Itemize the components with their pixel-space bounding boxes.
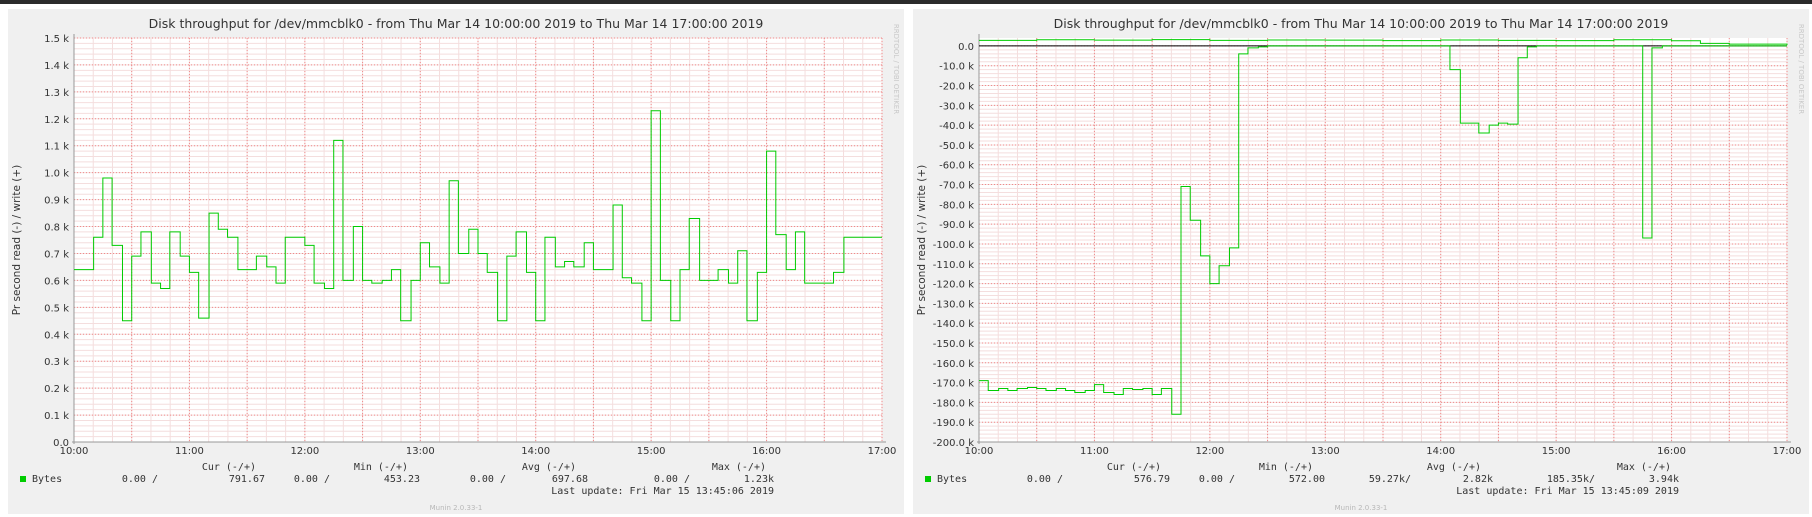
legend-value-write: 3.94k bbox=[1649, 474, 1679, 485]
x-tick-label: 14:00 bbox=[521, 446, 550, 457]
y-tick-label: 1.3 k bbox=[44, 88, 69, 99]
chart-panel-right: Disk throughput for /dev/mmcblk0 - from … bbox=[913, 9, 1809, 514]
legend-value-read: 0.00 / bbox=[1199, 474, 1235, 485]
legend-value-write: 572.00 bbox=[1289, 474, 1325, 485]
x-tick-label: 17:00 bbox=[868, 446, 897, 457]
legend-value-write: 2.82k bbox=[1463, 474, 1493, 485]
legend-value-write: 1.23k bbox=[744, 474, 774, 485]
x-tick-label: 15:00 bbox=[1542, 446, 1571, 457]
legend-header: Cur (-/+) bbox=[1107, 462, 1161, 473]
y-tick-label: 0.7 k bbox=[44, 249, 69, 260]
y-tick-label: 0.2 k bbox=[44, 384, 69, 395]
x-tick-label: 10:00 bbox=[60, 446, 89, 457]
y-tick-label: 0.4 k bbox=[44, 330, 69, 341]
y-tick-label: -100.0 k bbox=[933, 240, 974, 251]
y-tick-label: -10.0 k bbox=[939, 62, 974, 73]
chart-left: Disk throughput for /dev/mmcblk0 - from … bbox=[11, 16, 900, 512]
y-tick-label: 1.1 k bbox=[44, 142, 69, 153]
legend-header: Cur (-/+) bbox=[202, 462, 256, 473]
rrdtool-watermark: RRDTOOL / TOBI OETIKER bbox=[1797, 24, 1805, 114]
x-tick-label: 14:00 bbox=[1426, 446, 1455, 457]
y-tick-label: -110.0 k bbox=[933, 260, 974, 271]
legend-header: Min (-/+) bbox=[1259, 462, 1313, 473]
y-tick-label: -170.0 k bbox=[933, 379, 974, 390]
y-tick-label: -20.0 k bbox=[939, 82, 974, 93]
legend-value-write: 576.79 bbox=[1134, 474, 1170, 485]
y-tick-label: 0.8 k bbox=[44, 223, 69, 234]
x-tick-label: 17:00 bbox=[1773, 446, 1802, 457]
legend-swatch bbox=[925, 476, 931, 482]
y-tick-label: 0.9 k bbox=[44, 196, 69, 207]
y-tick-label: 0.0 bbox=[958, 42, 974, 53]
x-tick-label: 12:00 bbox=[290, 446, 319, 457]
legend-value-read: 59.27k/ bbox=[1369, 474, 1411, 485]
y-tick-label: -140.0 k bbox=[933, 319, 974, 330]
last-update: Last update: Fri Mar 15 13:45:09 2019 bbox=[1456, 486, 1679, 497]
legend-header: Avg (-/+) bbox=[1427, 462, 1481, 473]
rrdtool-watermark: RRDTOOL / TOBI OETIKER bbox=[892, 24, 900, 114]
y-tick-label: -90.0 k bbox=[939, 220, 974, 231]
x-tick-label: 13:00 bbox=[1311, 446, 1340, 457]
legend-header: Min (-/+) bbox=[354, 462, 408, 473]
y-tick-label: -50.0 k bbox=[939, 141, 974, 152]
series-line-bytes bbox=[74, 110, 882, 322]
legend-value-read: 0.00 / bbox=[294, 474, 330, 485]
legend-swatch bbox=[20, 476, 26, 482]
y-tick-label: 0.1 k bbox=[44, 411, 69, 422]
legend-header: Avg (-/+) bbox=[522, 462, 576, 473]
x-tick-label: 13:00 bbox=[406, 446, 435, 457]
legend-value-write: 453.23 bbox=[384, 474, 420, 485]
y-tick-label: 0.0 bbox=[53, 438, 69, 449]
x-tick-label: 11:00 bbox=[1080, 446, 1109, 457]
legend-value-read: 185.35k/ bbox=[1547, 474, 1595, 485]
y-tick-label: 1.0 k bbox=[44, 169, 69, 180]
y-tick-label: 1.2 k bbox=[44, 115, 69, 126]
y-tick-label: 1.4 k bbox=[44, 61, 69, 72]
legend-header: Max (-/+) bbox=[1617, 462, 1671, 473]
y-tick-label: 1.5 k bbox=[44, 34, 69, 45]
y-tick-label: -80.0 k bbox=[939, 200, 974, 211]
munin-footer: Munin 2.0.33-1 bbox=[1335, 504, 1388, 512]
y-tick-label: 0.3 k bbox=[44, 357, 69, 368]
legend-header: Max (-/+) bbox=[712, 462, 766, 473]
legend-value-write: 697.68 bbox=[552, 474, 588, 485]
series-line-write bbox=[979, 39, 1788, 46]
y-tick-label: -120.0 k bbox=[933, 280, 974, 291]
y-axis-label: Pr second read (-) / write (+) bbox=[916, 165, 928, 316]
chart-panel-left: Disk throughput for /dev/mmcblk0 - from … bbox=[8, 9, 904, 514]
munin-footer: Munin 2.0.33-1 bbox=[430, 504, 483, 512]
y-tick-label: 0.5 k bbox=[44, 303, 69, 314]
chart-title: Disk throughput for /dev/mmcblk0 - from … bbox=[1054, 16, 1669, 31]
legend-value-read: 0.00 / bbox=[122, 474, 158, 485]
x-tick-label: 16:00 bbox=[1657, 446, 1686, 457]
legend-series-name: Bytes bbox=[937, 474, 967, 485]
chart-title: Disk throughput for /dev/mmcblk0 - from … bbox=[149, 16, 764, 31]
y-tick-label: -160.0 k bbox=[933, 359, 974, 370]
x-tick-label: 12:00 bbox=[1195, 446, 1224, 457]
x-tick-label: 15:00 bbox=[637, 446, 666, 457]
series-line-read bbox=[979, 45, 1787, 415]
y-tick-label: -70.0 k bbox=[939, 181, 974, 192]
y-tick-label: -130.0 k bbox=[933, 299, 974, 310]
last-update: Last update: Fri Mar 15 13:45:06 2019 bbox=[551, 486, 774, 497]
chart-right: Disk throughput for /dev/mmcblk0 - from … bbox=[916, 16, 1805, 512]
legend-value-read: 0.00 / bbox=[470, 474, 506, 485]
legend-value-write: 791.67 bbox=[229, 474, 265, 485]
x-tick-label: 11:00 bbox=[175, 446, 204, 457]
x-tick-label: 10:00 bbox=[965, 446, 994, 457]
legend-value-read: 0.00 / bbox=[1027, 474, 1063, 485]
y-tick-label: -190.0 k bbox=[933, 418, 974, 429]
y-tick-label: 0.6 k bbox=[44, 276, 69, 287]
legend-series-name: Bytes bbox=[32, 474, 62, 485]
legend-value-read: 0.00 / bbox=[654, 474, 690, 485]
y-tick-label: -40.0 k bbox=[939, 121, 974, 132]
y-tick-label: -30.0 k bbox=[939, 101, 974, 112]
top-dark-bar bbox=[0, 0, 1812, 4]
y-tick-label: -200.0 k bbox=[933, 438, 974, 449]
y-tick-label: -150.0 k bbox=[933, 339, 974, 350]
y-tick-label: -180.0 k bbox=[933, 398, 974, 409]
x-tick-label: 16:00 bbox=[752, 446, 781, 457]
y-tick-label: -60.0 k bbox=[939, 161, 974, 172]
y-axis-label: Pr second read (-) / write (+) bbox=[11, 165, 23, 316]
